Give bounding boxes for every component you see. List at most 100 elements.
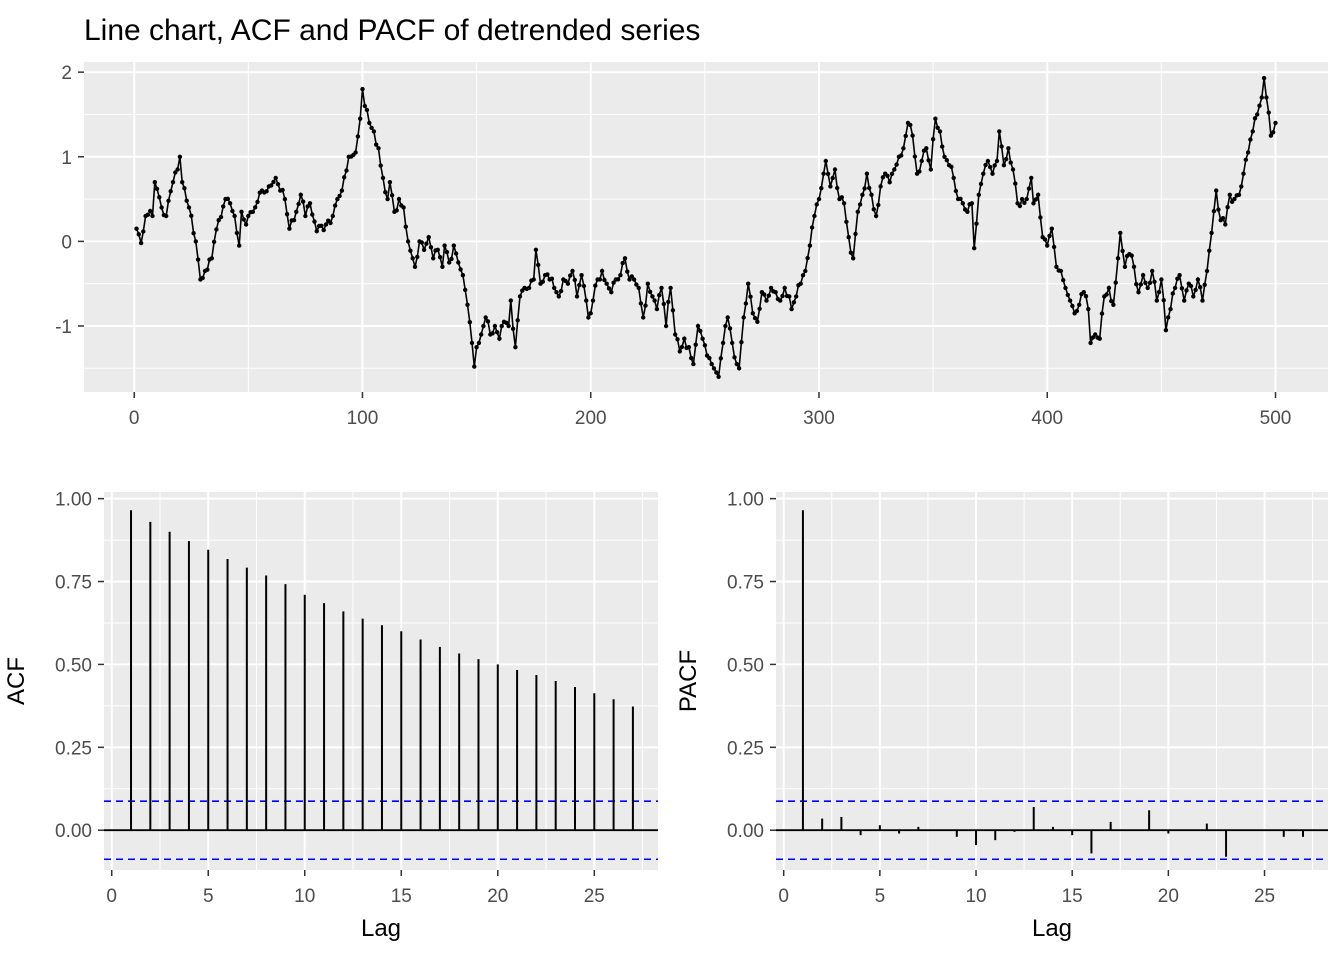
series-point (1268, 133, 1274, 138)
series-point (191, 231, 196, 236)
series-point (369, 125, 374, 131)
series-point (364, 107, 370, 113)
series-point (298, 192, 303, 197)
series-point (574, 294, 580, 299)
series-point (465, 302, 470, 307)
series-point (965, 209, 970, 214)
series-point (237, 243, 242, 248)
series-point (558, 288, 564, 294)
series-point (1134, 282, 1139, 287)
series-point (631, 277, 637, 282)
series-point (700, 336, 705, 341)
series-point (627, 277, 632, 282)
series-point (960, 201, 965, 206)
series-point (983, 162, 988, 168)
series-point (839, 195, 844, 200)
series-point (476, 340, 482, 346)
series-point (892, 167, 897, 172)
series-point (709, 361, 714, 367)
series-point (1248, 137, 1253, 142)
series-point (999, 144, 1004, 149)
series-point (389, 193, 395, 198)
series-point (211, 239, 217, 244)
series-point (988, 164, 993, 170)
series-point (216, 218, 221, 223)
series-point (383, 190, 388, 195)
series-point (378, 163, 383, 168)
series-point (180, 180, 185, 185)
x-tick-label: 400 (1031, 408, 1063, 429)
series-point (307, 201, 313, 206)
series-point (492, 323, 498, 329)
series-point (1257, 103, 1262, 108)
series-point (1227, 192, 1233, 197)
series-point (159, 205, 164, 210)
series-point (869, 192, 874, 197)
series-point (314, 229, 319, 234)
series-point (1266, 110, 1271, 115)
series-point (440, 264, 445, 269)
series-point (944, 158, 949, 163)
series-point (1145, 285, 1150, 291)
series-point (1035, 192, 1041, 197)
series-point (1077, 302, 1082, 307)
series-point (1106, 285, 1112, 291)
series-point (1118, 230, 1123, 236)
series-point (1019, 196, 1025, 202)
series-point (323, 222, 329, 227)
series-point (300, 199, 306, 204)
series-point (581, 283, 587, 289)
series-point (138, 240, 144, 246)
series-point (431, 256, 436, 261)
series-point (871, 207, 876, 212)
series-point (412, 264, 418, 269)
series-point (641, 315, 646, 320)
series-point (435, 247, 440, 252)
series-point (835, 185, 840, 191)
series-point (1193, 287, 1198, 293)
plot-background (776, 492, 1328, 870)
series-point (1090, 335, 1096, 340)
x-axis-title: Lag (361, 915, 401, 942)
series-point (1008, 160, 1013, 165)
series-point (1138, 282, 1144, 287)
series-point (451, 243, 456, 248)
series-point (1033, 197, 1039, 202)
series-point (426, 235, 431, 240)
series-point (376, 146, 381, 151)
series-point (175, 167, 180, 172)
series-point (394, 208, 399, 213)
series-point (424, 241, 429, 246)
series-point (816, 196, 822, 202)
series-point (189, 213, 194, 218)
series-point (1067, 298, 1073, 303)
series-point (449, 256, 454, 262)
series-point (182, 186, 187, 191)
series-point (764, 298, 769, 303)
series-point (990, 171, 995, 176)
series-point (673, 332, 678, 337)
y-tick-label: -1 (55, 317, 72, 338)
series-point (828, 184, 833, 189)
series-point (661, 301, 666, 307)
series-point (1088, 340, 1093, 346)
series-point (746, 281, 751, 286)
series-point (136, 232, 141, 237)
series-point (374, 142, 379, 147)
series-point (910, 133, 915, 138)
series-point (1099, 311, 1105, 316)
series-point (490, 331, 495, 336)
series-point (720, 340, 726, 346)
series-point (282, 196, 288, 202)
series-point (609, 290, 614, 295)
series-point (1010, 167, 1016, 172)
series-point (494, 330, 500, 335)
series-point (1150, 268, 1155, 274)
series-point (205, 267, 210, 272)
series-point (296, 201, 301, 207)
series-point (271, 179, 276, 185)
series-point (230, 208, 235, 214)
series-point (823, 158, 828, 164)
series-point (540, 279, 545, 284)
